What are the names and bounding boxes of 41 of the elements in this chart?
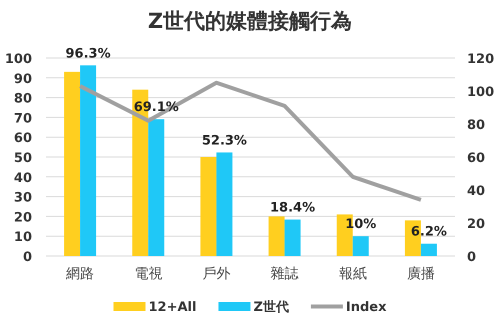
legend-label: Index <box>346 300 388 315</box>
x-tick-label: 網路 <box>65 266 94 282</box>
legend-label: 12+All <box>148 300 196 315</box>
y-tick-label: 0 <box>22 250 32 265</box>
x-tick-label: 雜誌 <box>270 266 299 282</box>
y2-tick-label: 0 <box>467 250 476 265</box>
y-tick-label: 40 <box>14 170 32 186</box>
y-tick-label: 80 <box>14 92 32 107</box>
x-tick-label: 戶外 <box>202 266 230 282</box>
bar <box>352 236 369 256</box>
y-tick-label: 10 <box>14 230 32 246</box>
bar <box>284 220 301 256</box>
y-tick-label: 50 <box>14 151 32 166</box>
bar <box>64 72 80 256</box>
bar <box>80 65 96 256</box>
y2-tick-label: 60 <box>467 151 486 166</box>
bar <box>200 157 216 256</box>
chart-title: Z世代的媒體接觸行為 <box>148 9 352 33</box>
data-label: 96.3% <box>66 46 111 62</box>
x-tick-label: 電視 <box>134 266 162 282</box>
x-tick-label: 報紙 <box>338 266 367 282</box>
y2-tick-label: 120 <box>467 52 494 67</box>
y-tick-label: 100 <box>4 52 32 67</box>
bar <box>148 119 164 256</box>
y-tick-label: 20 <box>14 210 32 226</box>
line-series <box>78 80 423 202</box>
legend-label: Z世代 <box>253 300 289 315</box>
data-label: 18.4% <box>270 200 316 216</box>
x-tick-label: 廣播 <box>406 266 435 282</box>
bar <box>216 152 232 256</box>
bar <box>268 216 285 256</box>
data-label: 52.3% <box>202 133 247 148</box>
y-tick-label: 90 <box>14 72 32 87</box>
y-tick-label: 60 <box>14 131 32 146</box>
y2-tick-label: 80 <box>467 118 486 133</box>
y2-tick-label: 40 <box>467 184 486 199</box>
bar <box>420 244 437 256</box>
y2-tick-label: 20 <box>467 217 486 232</box>
y2-tick-label: 100 <box>467 85 494 100</box>
y-tick-label: 70 <box>14 111 32 126</box>
y-tick-label: 30 <box>14 190 32 206</box>
